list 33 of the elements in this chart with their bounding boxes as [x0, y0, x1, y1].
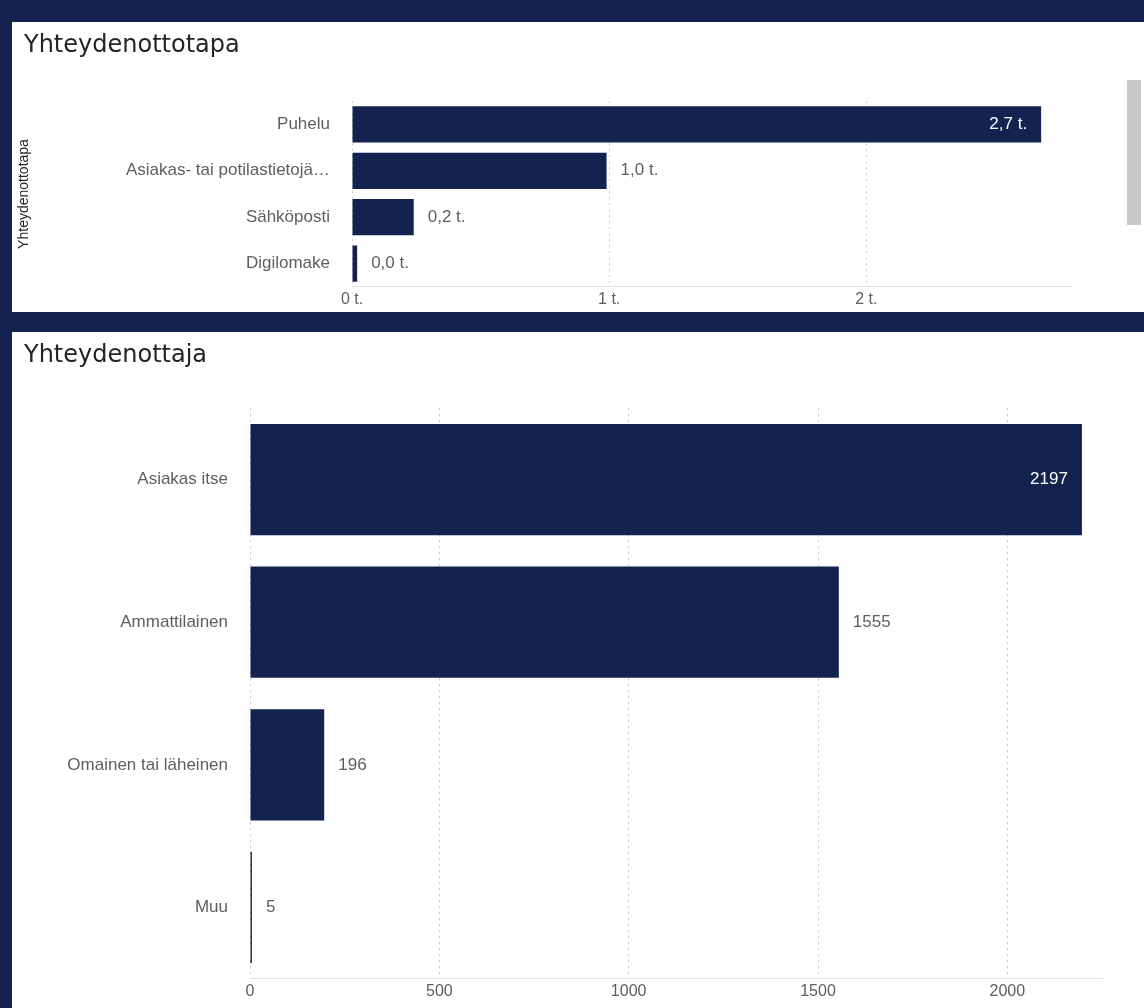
bar — [250, 709, 325, 821]
data-label: 0,0 t. — [371, 253, 409, 273]
x-tick-label: 1500 — [800, 981, 836, 999]
bar — [352, 106, 1042, 143]
bar — [352, 199, 414, 236]
data-label: 5 — [265, 897, 276, 917]
chart-title: Yhteydenottaja — [24, 340, 208, 368]
data-label: 1555 — [852, 611, 891, 631]
y-tick-label: Omainen tai läheinen — [67, 754, 228, 774]
data-label: 2,7 t. — [989, 114, 1028, 134]
y-tick-label: Asiakas itse — [137, 469, 228, 489]
data-label: 2197 — [1030, 469, 1068, 489]
x-tick-label: 0 — [245, 981, 255, 999]
text: Yhteydenottotapa — [24, 30, 240, 58]
data-label: 196 — [338, 754, 367, 774]
x-tick-label: 2000 — [989, 981, 1026, 999]
y-tick-label: Asiakas- tai potilastietojä… — [125, 160, 330, 180]
y-tick-label: Sähköposti — [245, 206, 330, 226]
x-tick-label: 2 t. — [855, 289, 878, 307]
x-tick-label: 500 — [425, 981, 453, 999]
y-tick-label: Ammattilainen — [120, 611, 228, 631]
x-tick-label: 1 t. — [598, 289, 621, 307]
data-label: 0,2 t. — [427, 206, 466, 226]
bar — [250, 423, 1082, 536]
y-axis-title: Yhteydenottotapa — [15, 138, 32, 249]
bar — [250, 566, 839, 678]
y-tick-label: Puhelu — [277, 114, 330, 134]
x-tick-label: 0 t. — [340, 289, 364, 307]
x-tick-label: 1000 — [610, 981, 647, 999]
y-tick-label: Digilomake — [245, 253, 330, 273]
bar — [352, 152, 607, 189]
y-tick-label: Muu — [194, 897, 228, 917]
data-label: 1,0 t. — [620, 160, 659, 180]
